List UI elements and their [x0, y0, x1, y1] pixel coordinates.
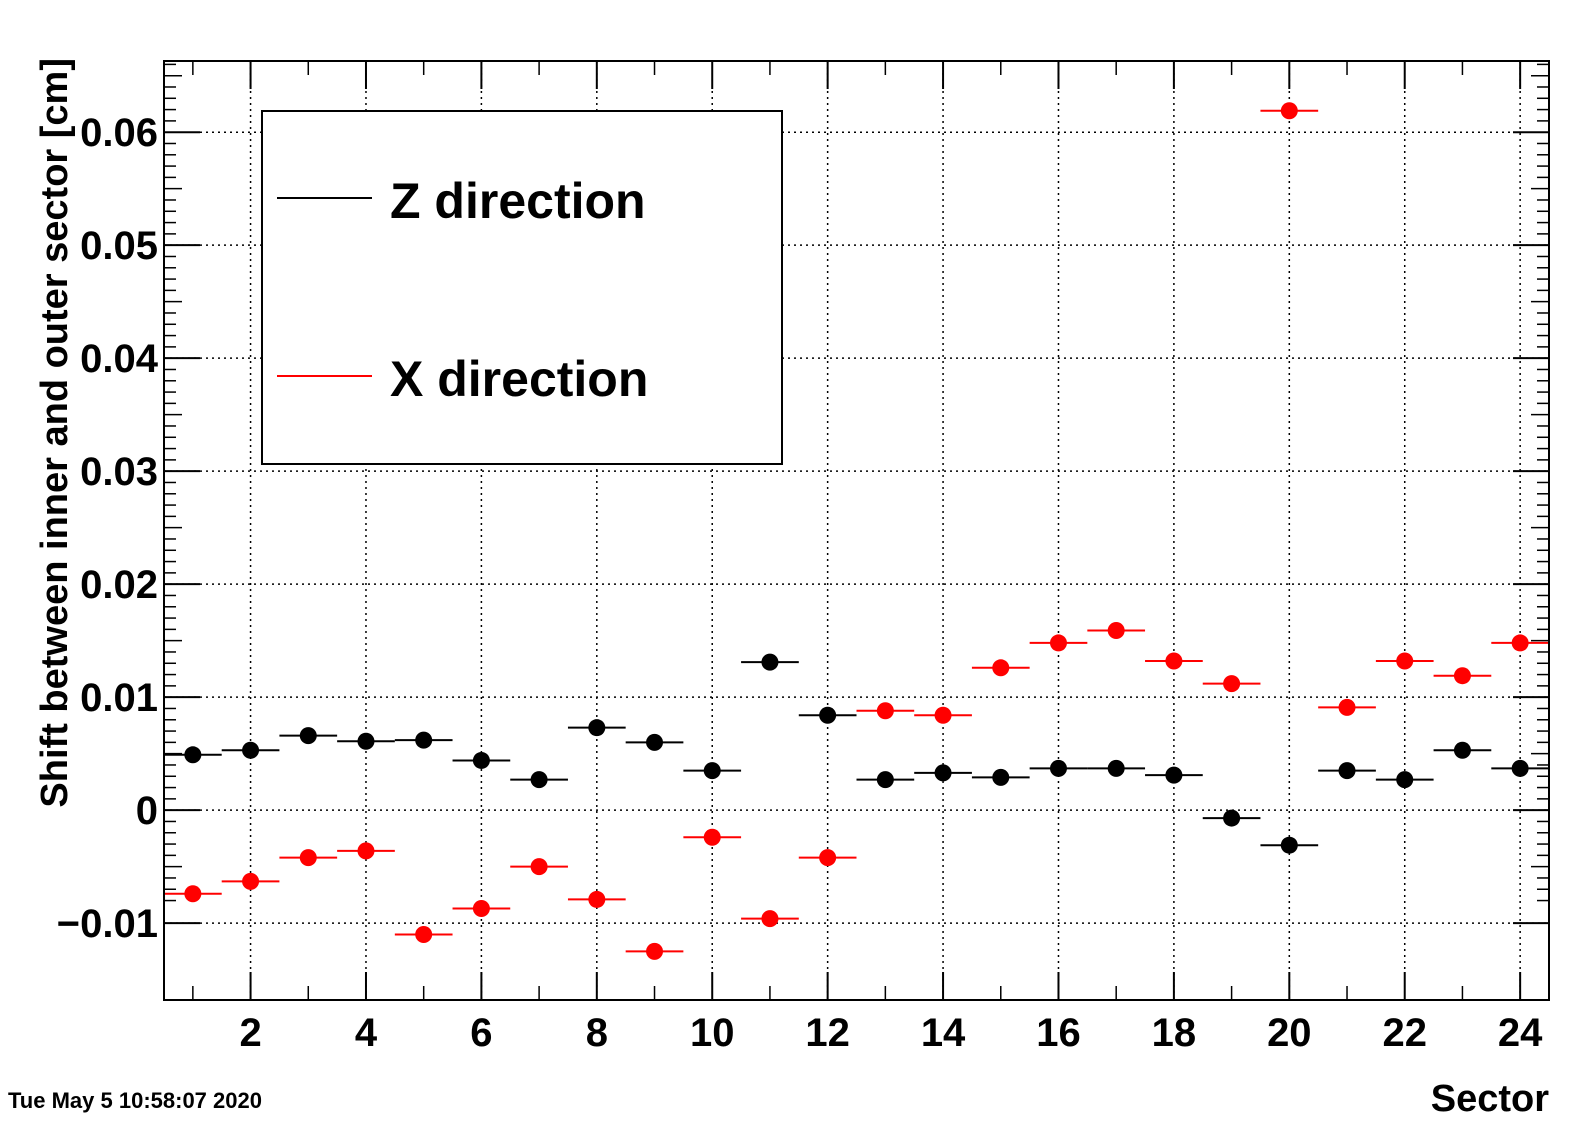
- data-point: [819, 849, 837, 867]
- data-point: [184, 885, 202, 903]
- data-point: [876, 771, 894, 789]
- data-point: [242, 872, 260, 890]
- data-point: [588, 719, 606, 737]
- x-tick-label: 6: [470, 1011, 492, 1055]
- data-point: [1107, 622, 1125, 640]
- x-tick-labels: 2 4 6 8 10 12 14 16 18 20 22 24: [239, 1011, 1543, 1055]
- series-x-direction: [164, 102, 1549, 960]
- data-point: [646, 942, 664, 960]
- data-point: [819, 706, 837, 724]
- data-point: [1396, 652, 1414, 670]
- data-point: [530, 771, 548, 789]
- data-point: [415, 925, 433, 943]
- y-tick-labels: −0.01 0 0.01 0.02 0.03 0.04 0.05 0.06: [57, 111, 159, 946]
- data-point: [242, 741, 260, 759]
- legend-label-x: X direction: [390, 351, 648, 407]
- legend: Z direction X direction: [261, 110, 783, 465]
- data-point: [1049, 634, 1067, 652]
- data-point: [876, 702, 894, 720]
- data-point: [472, 751, 490, 769]
- data-point: [1223, 809, 1241, 827]
- data-point: [184, 746, 202, 764]
- data-point: [472, 899, 490, 917]
- legend-box: [261, 110, 783, 465]
- data-point: [1396, 771, 1414, 789]
- x-tick-label: 24: [1498, 1011, 1543, 1055]
- data-point: [1049, 759, 1067, 777]
- data-point: [934, 764, 952, 782]
- data-point: [1165, 652, 1183, 670]
- y-tick-label: 0.03: [80, 450, 158, 494]
- x-tick-label: 10: [690, 1011, 735, 1055]
- series-z-direction: [164, 653, 1549, 854]
- data-point: [1280, 836, 1298, 854]
- data-point: [588, 890, 606, 908]
- y-tick-label: 0.06: [80, 111, 158, 155]
- x-tick-label: 8: [586, 1011, 608, 1055]
- data-point: [299, 849, 317, 867]
- data-point: [1453, 741, 1471, 759]
- x-tick-label: 16: [1036, 1011, 1081, 1055]
- data-point: [1107, 759, 1125, 777]
- data-point: [646, 733, 664, 751]
- y-tick-label: 0.01: [80, 676, 158, 720]
- data-point: [703, 828, 721, 846]
- data-markers: [164, 102, 1549, 960]
- x-tick-label: 12: [805, 1011, 850, 1055]
- data-point: [1511, 634, 1529, 652]
- timestamp: Tue May 5 10:58:07 2020: [8, 1088, 262, 1113]
- data-point: [299, 727, 317, 745]
- y-axis-title: Shift between inner and outer sector [cm…: [34, 58, 76, 808]
- data-point: [415, 731, 433, 749]
- plot-frame: [163, 60, 1550, 1001]
- data-point: [761, 910, 779, 928]
- y-tick-label: 0: [136, 789, 158, 833]
- x-tick-label: 4: [355, 1011, 378, 1055]
- y-tick-label: 0.02: [80, 563, 158, 607]
- y-tick-label: 0.05: [80, 224, 158, 268]
- legend-label-z: Z direction: [390, 173, 646, 229]
- data-point: [761, 653, 779, 671]
- y-tick-label: −0.01: [57, 902, 158, 946]
- data-point: [703, 762, 721, 780]
- data-point: [1511, 759, 1529, 777]
- data-point: [530, 858, 548, 876]
- data-point: [1223, 675, 1241, 693]
- data-point: [1338, 698, 1356, 716]
- data-point: [1165, 766, 1183, 784]
- data-point: [357, 732, 375, 750]
- data-point: [934, 706, 952, 724]
- major-ticks: [164, 61, 1549, 1000]
- data-point: [992, 768, 1010, 786]
- x-tick-label: 14: [921, 1011, 966, 1055]
- x-axis-title: Sector: [1431, 1078, 1549, 1120]
- x-tick-label: 18: [1152, 1011, 1197, 1055]
- y-tick-label: 0.04: [80, 337, 159, 381]
- data-point: [1453, 667, 1471, 685]
- minor-ticks: [164, 61, 1549, 1000]
- data-point: [992, 659, 1010, 677]
- data-point: [1338, 762, 1356, 780]
- x-tick-label: 20: [1267, 1011, 1312, 1055]
- x-tick-label: 2: [239, 1011, 261, 1055]
- data-point: [357, 842, 375, 860]
- data-point: [1280, 102, 1298, 120]
- x-tick-label: 22: [1382, 1011, 1427, 1055]
